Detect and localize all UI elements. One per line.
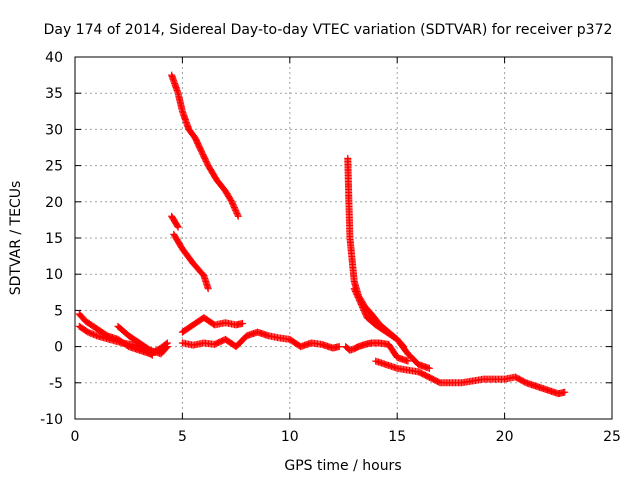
series-arc8 [178,328,343,352]
data-point [335,343,343,351]
data-point [239,319,247,327]
x-tick-label: 5 [178,429,187,445]
x-tick-label: 15 [388,429,406,445]
data-point [174,223,182,231]
y-tick-label: 30 [45,122,63,138]
series-arc7 [178,314,247,336]
data-point [234,212,242,220]
series-arc4 [168,71,242,220]
y-tick-label: 15 [45,231,63,247]
data-point [404,357,412,365]
data-point [204,285,212,293]
data-point [425,364,433,372]
grid-layer [75,57,612,419]
x-tick-label: 10 [281,429,299,445]
series-arc11 [350,285,408,351]
series-layer [75,71,569,398]
y-tick-label: -10 [40,412,63,428]
data-point [163,343,171,351]
x-tick-label: 0 [71,429,80,445]
y-axis-label: SDTVAR / TECUs [8,181,24,296]
chart-title: Day 174 of 2014, Sidereal Day-to-day VTE… [44,22,613,38]
x-tick-label: 20 [496,429,514,445]
y-tick-label: 0 [54,340,63,356]
series-arc5 [168,212,182,231]
data-point [162,344,170,352]
y-tick-label: 20 [45,195,63,211]
y-tick-label: 25 [45,159,63,175]
series-arc3 [114,322,171,358]
y-tick-label: 5 [54,303,63,319]
x-axis-label: GPS time / hours [284,458,401,474]
data-point [173,222,181,230]
y-tick-label: -5 [49,376,63,392]
y-tick-label: 35 [45,86,63,102]
tick-layer: 0 5 10 15 20 25 -10 -5 0 5 10 15 20 25 30 35 40 [40,50,621,445]
data-point [234,211,242,219]
series-arc2 [75,322,156,359]
series-arc9 [342,339,412,365]
y-tick-label: 40 [45,50,63,66]
series-arc10 [344,154,433,372]
series-arc12 [372,357,569,398]
data-point [561,388,569,396]
x-tick-label: 25 [603,429,621,445]
data-point [400,343,408,351]
series-arc6 [170,230,212,293]
y-tick-label: 10 [45,267,63,283]
data-point [399,342,407,350]
